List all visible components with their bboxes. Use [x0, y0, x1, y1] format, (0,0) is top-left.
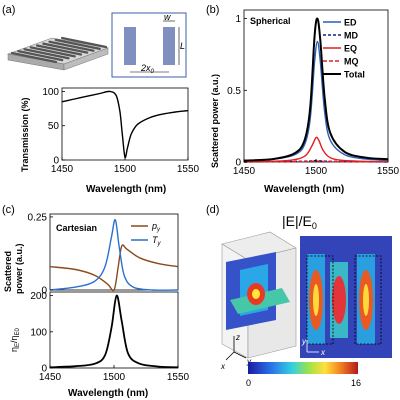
colorbar: 0 16: [246, 362, 361, 388]
b-ylabel: Scattered power (a.u.): [210, 74, 220, 168]
slab-bar: [23, 48, 70, 60]
a-xtick-label: 1550: [177, 164, 200, 175]
b-legend: ED MD EQ MQ Total: [323, 18, 365, 80]
c-bottom-ytick-label: 0: [41, 364, 47, 375]
c-legend-label: Ty: [152, 235, 162, 247]
c-ylabel-bottom: ηE/ηE0: [9, 327, 21, 352]
colorbar-min: 0: [246, 378, 251, 388]
b-xtick-label: 1500: [305, 166, 328, 177]
slab-bar: [35, 44, 83, 56]
c-xlabel: Wavelength (nm): [68, 388, 148, 399]
cartesian-multipole-plot: 0 0.25 Cartesian py Ty Scattered power (a.…: [3, 212, 179, 297]
map-axis-x-label: x: [320, 348, 326, 357]
slab-bar: [42, 42, 89, 54]
axis-y-label: y: [246, 357, 252, 366]
c-legend: py Ty: [131, 221, 162, 247]
axis-z-label: z: [235, 333, 240, 342]
field-map-3d: z x y: [220, 231, 297, 371]
b-title: Spherical: [250, 16, 291, 26]
slab-bar: [48, 40, 95, 52]
a-ytick-label: 50: [48, 121, 60, 132]
b-legend-label: MQ: [344, 57, 359, 67]
c-xtick-label: 1450: [39, 372, 62, 383]
c-series-ty: [49, 219, 179, 291]
panel-b-letter: (b): [206, 4, 219, 16]
c-top-ytick-label: 0: [41, 286, 47, 297]
slab-bar: [17, 50, 64, 62]
c-legend-label: py: [151, 221, 161, 233]
b-legend-label: ED: [344, 18, 357, 28]
b-series-ed: [243, 40, 389, 162]
axis-x-label: x: [220, 362, 226, 371]
a-ytick-label: 0: [53, 156, 59, 167]
unit-cell-inset: w L 2x0: [111, 12, 187, 78]
c-title: Cartesian: [56, 223, 97, 233]
grating-slab-illustration: [6, 36, 110, 71]
slab-bar: [60, 36, 108, 49]
spherical-multipole-plot: 0 0.5 1 1450 1500 1550 Spherical Scattered po…: [210, 9, 400, 195]
transmission-curve: [61, 90, 189, 159]
b-xtick-label: 1550: [377, 166, 400, 177]
c-bottom-ytick-label: 200: [30, 291, 47, 302]
b-legend-label: EQ: [344, 44, 357, 54]
b-legend-label: Total: [344, 70, 365, 80]
c-top-ytick-label: 0.25: [28, 212, 48, 223]
slab-bar: [29, 46, 76, 58]
c-xtick-label: 1550: [167, 372, 190, 383]
panel-c-letter: (c): [2, 204, 15, 216]
slab-bar: [54, 38, 101, 50]
a-xtick-label: 1450: [51, 164, 74, 175]
a-ylabel: Transmission (%): [20, 97, 30, 172]
a-ytick-label: 100: [42, 87, 59, 98]
b-ytick-label: 1: [235, 14, 241, 25]
field-enhancement-curve: [49, 294, 179, 369]
length-label: L: [180, 41, 185, 51]
gap-label: 2x0: [140, 63, 155, 75]
b-legend-label: MD: [344, 31, 358, 41]
map-axis-y-label: y: [301, 337, 307, 346]
b-ytick-label: 0.5: [227, 86, 241, 97]
c-bottom-ytick-label: 100: [30, 327, 47, 338]
c-series-py: [49, 244, 179, 292]
b-series-eq: [243, 136, 389, 163]
b-xtick-label: 1450: [233, 166, 256, 177]
a-xlabel: Wavelength (nm): [86, 184, 166, 195]
field-map-2d: y x: [300, 236, 392, 358]
slab-bar: [10, 51, 58, 64]
c-xtick-label: 1500: [103, 372, 126, 383]
transmission-plot: 0 50 100 1450 1500 1550 Transmission (%) Wave…: [20, 87, 200, 195]
c-ylabel-top-1: Scattered: [3, 251, 13, 292]
a-xtick-label: 1500: [114, 164, 137, 175]
c-ylabel-top-2: power (a.u.): [14, 243, 24, 294]
panel-d-letter: (d): [206, 204, 219, 216]
width-label: w: [164, 12, 171, 22]
b-ytick-label: 0: [235, 158, 241, 169]
b-series-total: [243, 17, 389, 162]
colorbar-max: 16: [351, 378, 361, 388]
panel-a-letter: (a): [2, 4, 15, 16]
field-enhancement-plot: 0 100 200 1450 1500 1550 ηE/ηE0 Wavelength (n…: [9, 291, 190, 399]
b-xlabel: Wavelength (nm): [264, 184, 344, 195]
d-title: |E|/E0: [282, 213, 317, 231]
